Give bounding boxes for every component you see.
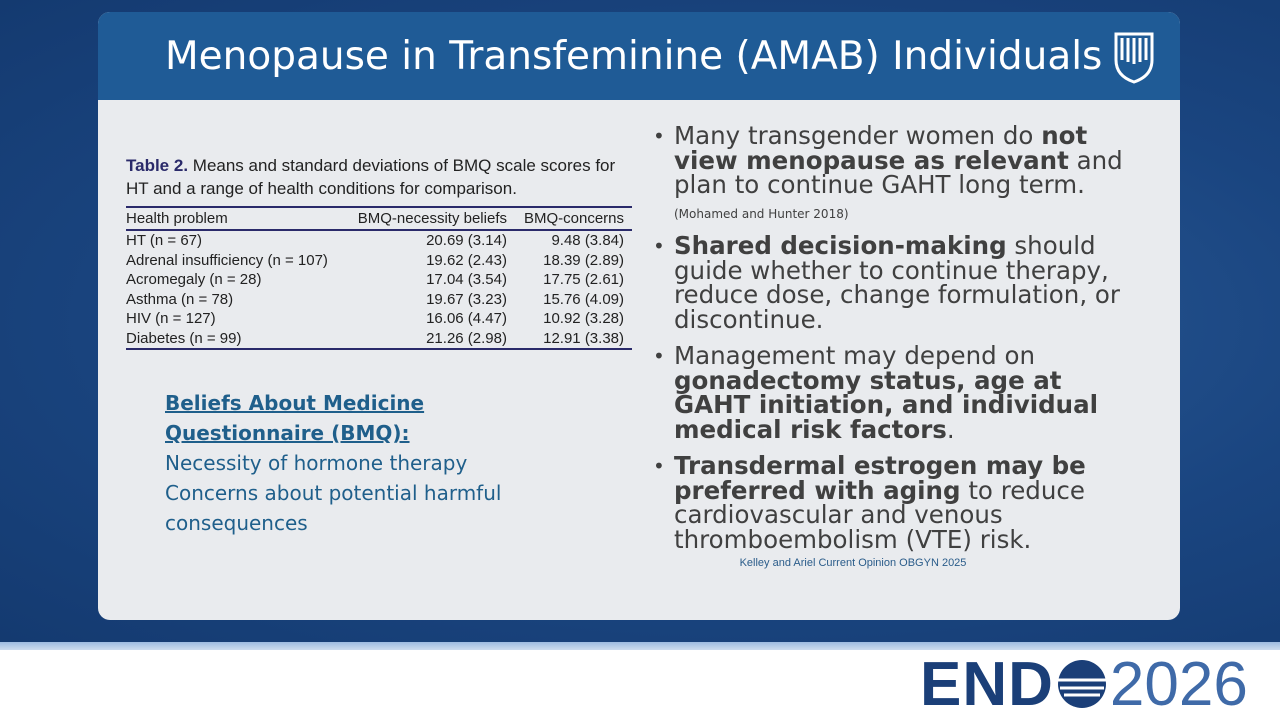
table-body: HT (n = 67) 20.69 (3.14) 9.48 (3.84) Adrena… — [126, 230, 632, 349]
stripe — [0, 642, 1280, 650]
caption-label: Table 2. — [126, 156, 189, 175]
table-cell: 18.39 (2.89) — [543, 251, 624, 269]
bullet-run: Management may depend on — [674, 341, 1035, 370]
bullet-run: Shared decision-making — [674, 231, 1007, 260]
table-cell: 19.62 (2.43) — [426, 251, 507, 269]
bmq-item: Concerns about potential harmful consequ… — [165, 481, 502, 535]
bullet-run: (Mohamed and Hunter 2018) — [674, 206, 849, 221]
table-header: Health problem — [126, 207, 345, 231]
table-cell: 21.26 (2.98) — [426, 329, 507, 347]
table-cell: 9.48 (3.84) — [551, 232, 624, 249]
caption-text: Means and standard deviations of BMQ sca… — [126, 156, 616, 198]
logo-bold: END — [920, 649, 1054, 719]
bmq-box: Beliefs About Medicine Questionnaire (BM… — [165, 388, 585, 538]
table-row: Acromegaly (n = 28) 17.04 (3.54) 17.75 (2.… — [126, 270, 632, 290]
table-row: Asthma (n = 78) 19.67 (3.23) 15.76 (4.09) — [126, 290, 632, 310]
table-row: HIV (n = 127) 16.06 (4.47) 10.92 (3.28) — [126, 309, 632, 329]
table: Health problem BMQ-necessity beliefs BMQ-c… — [126, 206, 632, 350]
table-cell: 17.75 (2.61) — [543, 271, 624, 288]
bullet-run: Transdermal estrogen may be preferred wi… — [674, 451, 1086, 505]
table-figure: Table 2. Means and standard deviations o… — [126, 154, 632, 350]
table-caption: Table 2. Means and standard deviations o… — [126, 154, 632, 200]
table-cell: 16.06 (4.47) — [426, 310, 507, 327]
bullet-run: should guide whether to continue therapy… — [674, 231, 1120, 334]
bullet-run: Many transgender women do — [674, 121, 1042, 150]
table-row: Adrenal insufficiency (n = 107) 19.62 (2.… — [126, 251, 632, 271]
table-cell: Asthma (n = 78) — [126, 290, 234, 308]
bullet: Transdermal estrogen may be preferred wi… — [653, 451, 1128, 554]
table-cell: 12.91 (3.38) — [543, 329, 624, 347]
table-cell: 17.04 (3.54) — [426, 271, 507, 288]
bmq-heading: Beliefs About Medicine Questionnaire (BM… — [165, 391, 425, 445]
duke-logo — [1114, 32, 1154, 84]
bullet-run: . — [946, 414, 955, 444]
bullet-run: and plan to continue GAHT long term. — [674, 145, 1123, 199]
bullet: Management may depend on gonadectomy sta… — [653, 341, 1128, 444]
table-cell: 19.67 (3.23) — [426, 290, 507, 308]
bullet-run: gonadectomy status, age at GAHT initiati… — [674, 365, 1099, 444]
table-row: Diabetes (n = 99) 21.26 (2.98) 12.91 (3.38… — [126, 329, 632, 350]
bmq-item: Necessity of hormone therapy — [165, 451, 468, 475]
title: Menopause in Transfeminine (AMAB) Indivi… — [165, 34, 1103, 79]
table-header: BMQ-concerns — [514, 207, 632, 231]
table-cell: 15.76 (4.09) — [543, 290, 624, 308]
header-row: Health problem BMQ-necessity beliefs BMQ-c… — [126, 207, 632, 231]
logo-light: 2026 — [1109, 649, 1248, 719]
table-cell: HT (n = 67) — [126, 232, 203, 249]
table-cell: HIV (n = 127) — [126, 310, 216, 327]
bullet-run: not view menopause as relevant — [674, 121, 1088, 175]
table-row: HT (n = 67) 20.69 (3.14) 9.48 (3.84) — [126, 230, 632, 251]
bullet: Shared decision-making should guide whet… — [653, 231, 1128, 334]
table-cell: Adrenal insufficiency (n = 107) — [126, 251, 328, 269]
bullet-list: Many transgender women do not view menop… — [653, 121, 1128, 564]
card: Menopause in Transfeminine (AMAB) Indivi… — [98, 12, 1180, 620]
title-bar: Menopause in Transfeminine (AMAB) Indivi… — [98, 12, 1180, 100]
logo-globe — [1057, 660, 1106, 708]
table-header: BMQ-necessity beliefs — [344, 207, 515, 231]
citation: Kelley and Ariel Current Opinion OBGYN 2… — [739, 557, 967, 569]
table-cell: 10.92 (3.28) — [543, 310, 624, 327]
endo-logo: END 2026 — [920, 650, 1248, 719]
table-cell: Diabetes (n = 99) — [126, 329, 242, 347]
table-cell: 20.69 (3.14) — [426, 232, 507, 249]
bullet: Many transgender women do not view menop… — [653, 121, 1128, 222]
bullet-run: to reduce cardiovascular and venous thro… — [674, 475, 1085, 554]
table-cell: Acromegaly (n = 28) — [126, 271, 262, 288]
